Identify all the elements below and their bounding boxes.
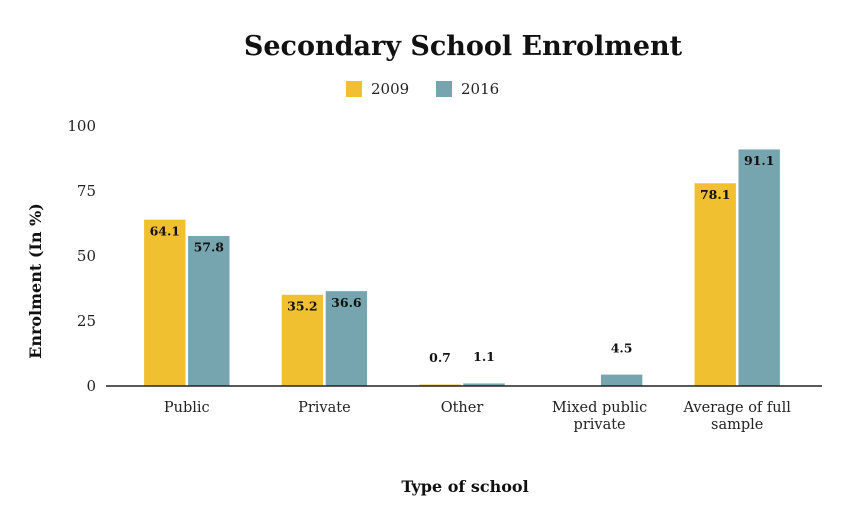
legend-label-2016: 2016: [461, 80, 499, 98]
bar-2016: [187, 235, 231, 387]
category-label: Private: [298, 400, 351, 416]
y-tick-label: 25: [77, 312, 96, 330]
category-label: Mixed public private: [552, 400, 647, 433]
y-tick-label: 100: [67, 117, 96, 135]
x-axis-title: Type of school: [401, 477, 528, 496]
y-tick-label: 0: [86, 377, 96, 395]
data-label-2016: 36.6: [331, 295, 362, 310]
data-label-2009: 0.7: [429, 350, 451, 365]
bar-2016: [325, 290, 368, 387]
data-labels: 64.1 57.8 35.2 36.6 0.7 1.1 4.5 78.1 91.1: [150, 153, 775, 365]
category-label: Average of full sample: [683, 400, 792, 433]
legend-label-2009: 2009: [371, 80, 409, 98]
bar-2016: [737, 148, 781, 387]
data-label-2009: 78.1: [700, 187, 730, 202]
y-axis-ticks: 0 25 50 75 100: [67, 117, 96, 395]
bar-2009: [143, 219, 187, 387]
chart-title: Secondary School Enrolment: [244, 31, 683, 62]
data-label-2016: 4.5: [611, 340, 633, 355]
legend-swatch-2009: [346, 81, 362, 97]
bar-2016: [600, 373, 643, 387]
bars: [143, 148, 781, 387]
category-label: Public: [164, 400, 210, 416]
category-labels: Public Private Other Mixed public private Ave…: [164, 400, 791, 433]
data-label-2009: 35.2: [287, 298, 317, 313]
bar-2009: [693, 182, 737, 387]
y-axis-title: Enrolment (In %): [26, 203, 45, 359]
bar-2009: [281, 294, 324, 387]
category-label: Other: [441, 400, 484, 416]
legend-swatch-2016: [436, 81, 452, 97]
data-label-2016: 91.1: [744, 153, 774, 168]
data-label-2016: 57.8: [194, 240, 225, 255]
y-tick-label: 50: [77, 247, 96, 265]
data-label-2016: 1.1: [473, 349, 495, 364]
y-tick-label: 75: [77, 182, 96, 200]
legend: 2009 2016: [346, 80, 499, 98]
data-label-2009: 64.1: [150, 223, 180, 238]
